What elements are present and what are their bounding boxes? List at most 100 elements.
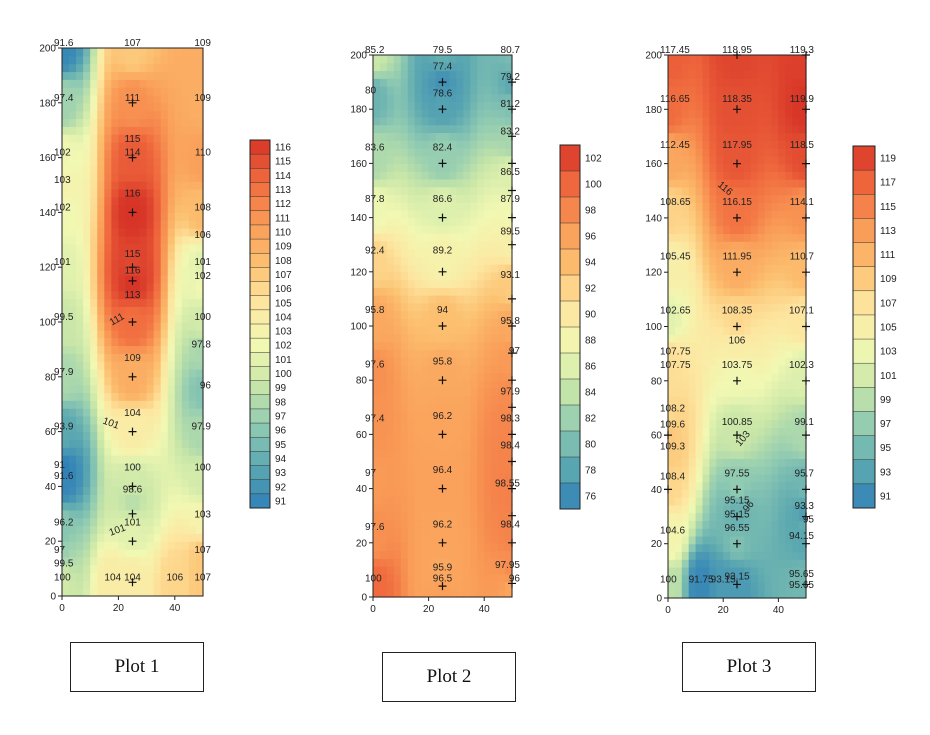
- field-cell: [792, 528, 800, 537]
- field-cell: [695, 388, 704, 397]
- field-cell: [695, 380, 704, 390]
- field-cell: [188, 345, 197, 354]
- field-cell: [778, 171, 786, 180]
- field-cell: [139, 196, 148, 206]
- field-cell: [723, 489, 731, 498]
- field-cell: [674, 396, 683, 405]
- field-cell: [76, 580, 84, 589]
- colorbar-tick-label: 94: [275, 454, 287, 465]
- field-cell: [456, 55, 464, 64]
- field-cell: [435, 124, 444, 134]
- field-cell: [83, 102, 91, 112]
- field-cell: [188, 556, 197, 566]
- field-cell: [505, 380, 513, 389]
- sample-marker: [438, 78, 447, 87]
- colorbar-segment: [250, 253, 270, 268]
- field-cell: [674, 559, 683, 568]
- field-cell: [498, 496, 506, 505]
- field-cell: [498, 295, 506, 304]
- field-cell: [668, 287, 676, 297]
- field-cell: [498, 449, 506, 459]
- field-cell: [153, 251, 162, 260]
- field-cell: [407, 85, 416, 95]
- field-cell: [97, 580, 105, 589]
- field-cell: [737, 186, 745, 196]
- field-cell: [709, 241, 717, 250]
- field-cell: [743, 559, 752, 568]
- field-cell: [764, 404, 773, 413]
- field-cell: [111, 494, 119, 503]
- field-cell: [771, 279, 779, 289]
- field-cell: [153, 235, 162, 245]
- field-cell: [799, 566, 807, 576]
- field-cell: [104, 235, 112, 245]
- field-cell: [195, 588, 204, 597]
- field-cell: [674, 233, 683, 242]
- field-cell: [125, 392, 134, 401]
- field-cell: [90, 470, 98, 480]
- field-cell: [181, 478, 190, 487]
- field-cell: [118, 196, 127, 206]
- field-cell: [400, 85, 409, 95]
- field-cell: [414, 194, 423, 203]
- field-cell: [702, 419, 710, 428]
- field-cell: [674, 551, 683, 560]
- field-cell: [681, 481, 690, 490]
- field-cell: [83, 384, 91, 394]
- field-cell: [97, 564, 105, 574]
- field-cell: [498, 163, 506, 172]
- field-cell: [757, 473, 766, 483]
- sample-marker: [438, 538, 447, 547]
- field-cell: [118, 126, 127, 135]
- field-cell: [386, 341, 395, 350]
- field-cell: [62, 118, 70, 127]
- field-cell: [414, 326, 423, 335]
- x-tick-label: 40: [169, 603, 181, 614]
- colorbar-tick-label: 115: [275, 157, 291, 168]
- field-cell: [62, 126, 70, 135]
- field-cell: [90, 306, 98, 315]
- field-cell: [456, 271, 464, 281]
- field-cell: [167, 126, 176, 135]
- field-cell: [97, 141, 105, 151]
- field-cell: [76, 228, 84, 237]
- field-cell: [188, 235, 197, 245]
- field-cell: [668, 93, 676, 103]
- field-cell: [695, 473, 704, 483]
- field-cell: [750, 303, 759, 312]
- field-cell: [181, 157, 190, 167]
- field-cell: [386, 256, 395, 265]
- field-cell: [792, 93, 800, 103]
- field-cell: [743, 124, 752, 134]
- field-cell: [195, 87, 204, 96]
- field-cell: [421, 426, 430, 435]
- field-cell: [799, 373, 807, 382]
- field-cell: [111, 345, 119, 354]
- field-cell: [505, 550, 513, 559]
- value-label: 119.9: [790, 94, 815, 105]
- field-cell: [400, 101, 409, 110]
- field-cell: [195, 134, 204, 143]
- field-cell: [498, 457, 506, 466]
- field-cell: [723, 163, 731, 172]
- field-cell: [195, 235, 204, 245]
- field-cell: [188, 455, 197, 464]
- field-cell: [407, 442, 416, 451]
- field-cell: [153, 384, 162, 394]
- field-cell: [400, 279, 409, 288]
- field-cell: [386, 202, 395, 211]
- field-cell: [702, 435, 710, 444]
- field-cell: [730, 334, 738, 343]
- field-cell: [104, 79, 112, 88]
- value-label: 102: [194, 271, 211, 282]
- field-cell: [153, 439, 162, 448]
- field-cell: [125, 549, 134, 558]
- field-cell: [83, 110, 91, 120]
- field-cell: [97, 55, 105, 65]
- field-cell: [195, 173, 204, 182]
- field-cell: [393, 310, 402, 319]
- field-cell: [76, 345, 84, 354]
- field-cell: [393, 372, 402, 381]
- field-cell: [799, 442, 807, 452]
- field-cell: [386, 101, 395, 110]
